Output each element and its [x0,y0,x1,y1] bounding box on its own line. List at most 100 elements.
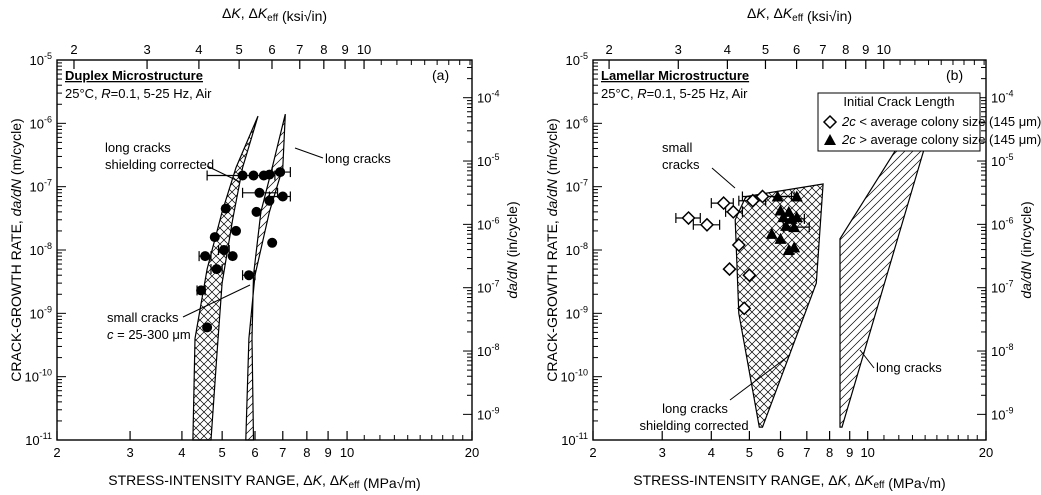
data-point-small-crack [254,187,265,198]
data-point-diamond [731,237,746,253]
data-point-small-crack [231,225,242,236]
data-point-small-crack [248,170,259,181]
y-tick-label: 10-9 [30,304,52,321]
data-point-triangle [788,241,801,253]
x-top-tick-label: 9 [862,42,869,57]
x-tick-label: 20 [465,445,479,460]
legend-box [817,92,981,152]
x-top-tick-label: 2 [605,42,612,57]
x-top-tick-label: 10 [357,42,371,57]
data-point-small-crack [251,206,262,217]
legend-title: Initial Crack Length [843,94,954,109]
data-point-diamond [742,268,757,283]
x-top-tick-label: 5 [236,42,243,57]
data-point-small-crack [200,251,211,262]
x-tick-label: 3 [126,445,133,460]
x-top-tick-label: 6 [793,42,800,57]
panel-title: Duplex Microstructure [65,68,203,83]
data-point-small-crack [264,195,275,206]
y-right-tick-label: 10-9 [477,405,499,422]
data-point-triangle [774,232,787,244]
y-tick-label: 10-7 [30,178,52,195]
annotation-crack-size-a: c = 25-300 μm [107,327,191,342]
data-point-triangle [790,190,803,202]
data-point-diamond [722,262,737,277]
annotation-leader [294,147,324,159]
data-point-diamond [726,204,741,219]
x-top-tick-label: 5 [762,42,769,57]
panel-conditions: 25°C, R=0.1, 5-25 Hz, Air [65,86,212,101]
y-right-tick-label: 10-5 [991,152,1013,169]
panel-conditions: 25°C, R=0.1, 5-25 Hz, Air [601,86,748,101]
legend-marker-diamond [822,114,838,130]
y-tick-label: 10-6 [566,114,588,131]
y-tick-label: 10-5 [30,51,52,68]
data-point-small-crack [211,264,222,275]
data-point-small-crack [243,270,254,281]
annotation-leader [182,284,251,318]
x-axis-label: STRESS-INTENSITY RANGE, ΔK, ΔKeff (MPa√m… [108,472,420,491]
y-right-tick-label: 10-5 [477,152,499,169]
annotation-long-cracks-b: long cracks [876,360,942,375]
x-tick-label: 3 [659,445,666,460]
x-top-tick-label: 3 [675,42,682,57]
annotation-long-cracks-shielding-a: long cracks [105,140,171,155]
y-right-tick-label: 10-7 [477,279,499,296]
y-axis-label: CRACK-GROWTH RATE, da/dN (m/cycle) [8,118,24,381]
x-tick-label: 6 [777,445,784,460]
x-top-tick-label: 4 [724,42,731,57]
legend-label: 2c > average colony size (145 μm) [841,132,1041,147]
y-tick-label: 10-6 [30,114,52,131]
annotation-cracks-b: cracks [662,157,700,172]
annotation-leader [711,167,736,189]
x-tick-label: 2 [589,445,596,460]
x-top-tick-label: 3 [143,42,150,57]
data-point-diamond [745,193,760,208]
x-tick-label: 10 [340,445,354,460]
legend-label: 2c < average colony size (145 μm) [841,114,1041,129]
y-axis-label: CRACK-GROWTH RATE, da/dN (m/cycle) [544,118,560,381]
x-tick-label: 4 [708,445,715,460]
y-tick-label: 10-8 [566,241,588,258]
data-point-small-crack [264,169,275,180]
x-tick-label: 20 [979,445,993,460]
data-point-small-crack [227,251,238,262]
data-point-small-crack [196,285,207,296]
x-tick-label: 5 [746,445,753,460]
x-top-tick-label: 10 [877,42,891,57]
x-top-tick-label: 8 [320,42,327,57]
y-tick-label: 10-11 [25,431,52,448]
y-right-tick-label: 10-4 [991,89,1013,106]
band-long-cracks [245,113,286,441]
data-point-small-crack [275,167,286,178]
data-point-small-crack [202,322,213,333]
x-top-tick-label: 6 [268,42,275,57]
data-point-diamond [737,301,752,316]
y-right-tick-label: 10-8 [477,342,499,359]
data-point-triangle [780,219,793,231]
plot-frame [56,59,473,441]
x-tick-label: 10 [860,445,874,460]
data-point-small-crack [220,203,231,214]
y-tick-label: 10-10 [25,368,52,385]
annotations: long cracks shielding corrected long crack… [105,140,942,433]
data-point-diamond [681,210,696,226]
x-tick-label: 7 [279,445,286,460]
x-tick-label: 9 [846,445,853,460]
y-right-axis-label: da/dN (in/cycle) [504,201,520,298]
annotation-long-cracks-a: long cracks [325,151,391,166]
annotation-shielding-corrected-b: shielding corrected [639,418,748,433]
chart-panel-a: 2 3 4 5 6 7 8 9 10 202 3 4 5 6 7 8 9 1010-1110-1010-910-8… [8,5,520,491]
x-tick-label: 8 [303,445,310,460]
x-tick-label: 4 [178,445,185,460]
y-right-tick-label: 10-6 [991,215,1013,232]
x-tick-label: 9 [324,445,331,460]
band-shielding-corrected [734,183,824,428]
data-point-small-crack [237,170,248,181]
y-right-axis-label: da/dN (in/cycle) [1018,201,1034,298]
band-long-cracks [839,122,931,428]
data-point-diamond [716,196,731,211]
x-tick-label: 5 [219,445,226,460]
data-point-triangle [765,227,778,239]
